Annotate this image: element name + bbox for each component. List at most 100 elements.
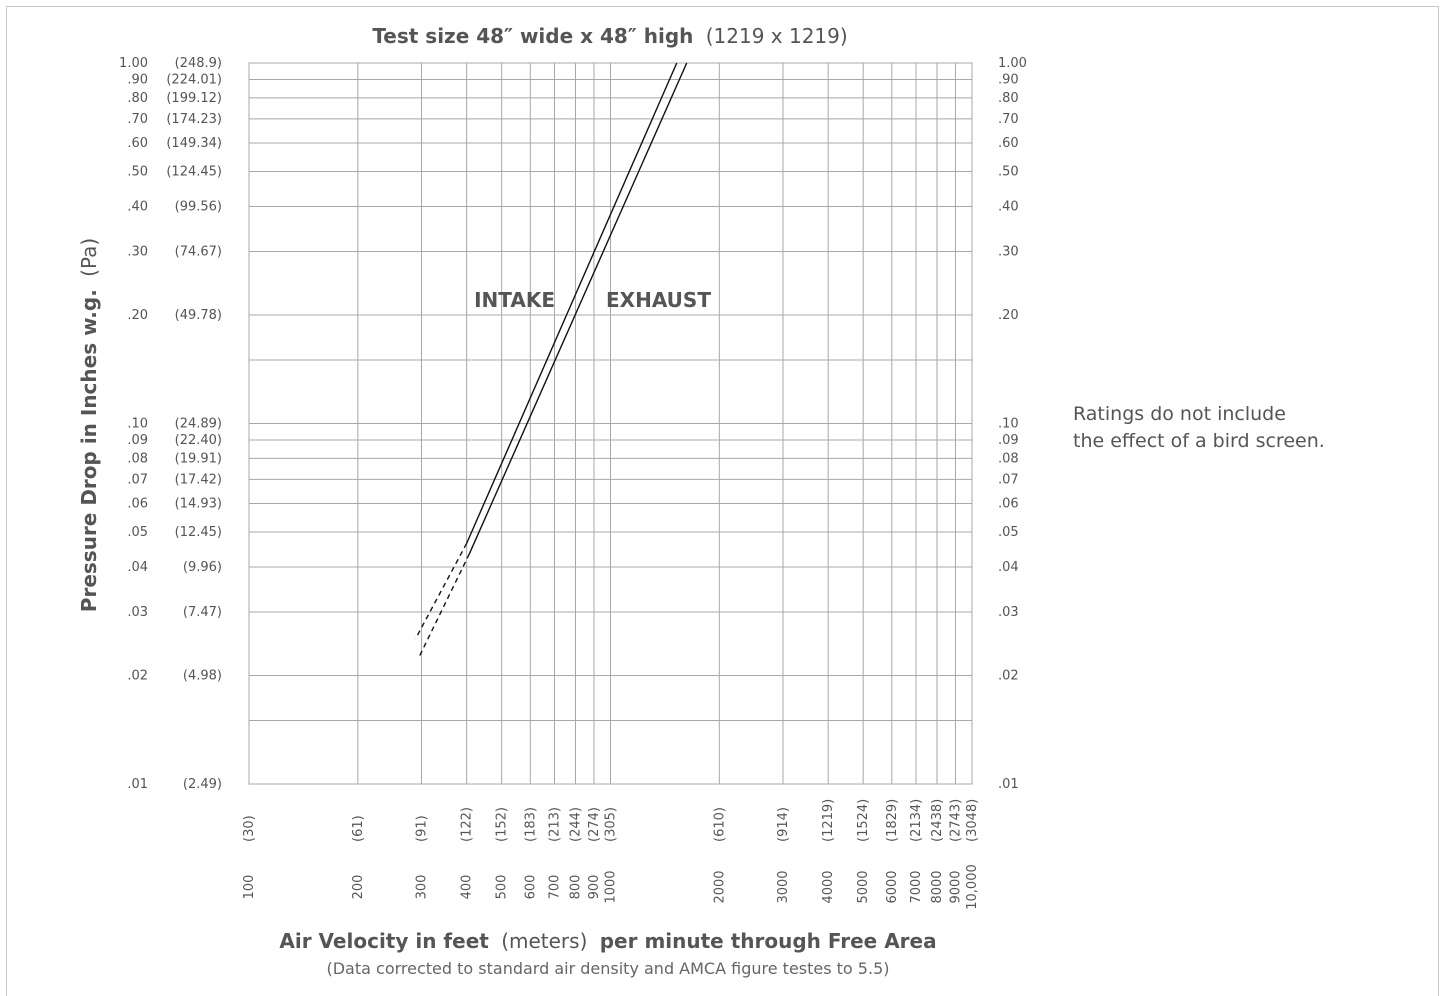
x-tick-label-metric: (305)	[604, 807, 619, 842]
exhaust-line-extrapolated	[418, 553, 470, 657]
x-tick-label-metric: (30)	[242, 815, 257, 842]
y-tick-label-metric: (24.89)	[175, 417, 222, 432]
x-tick-label: 5000	[856, 870, 871, 903]
y-tick-label-left: .80	[127, 91, 148, 106]
y-tick-label-metric: (12.45)	[175, 525, 222, 540]
y-tick-labels: 1.00 (248.9) 1.00.90 (224.01) .90.80 (199.12)…	[119, 56, 1027, 792]
grid	[248, 62, 973, 785]
y-tick-label-right: .80	[998, 91, 1019, 106]
y-tick-label-left: .30	[127, 244, 148, 259]
x-tick-label-metric: (122)	[460, 807, 475, 842]
y-tick-label-left: .01	[127, 777, 148, 792]
y-tick-label-right: .02	[998, 668, 1019, 683]
x-axis-label-part1: Air Velocity in feet	[279, 929, 489, 953]
intake-line-extrapolated	[414, 543, 468, 640]
y-tick-label-right: .06	[998, 496, 1019, 511]
y-tick-label-metric: (248.9)	[175, 56, 222, 71]
y-tick-label-right: .70	[998, 112, 1019, 127]
y-axis-label-main: Pressure Drop in Inches w.g.	[77, 289, 101, 612]
x-tick-label: 600	[523, 875, 538, 900]
x-tick-label-metric: (2134)	[909, 799, 924, 842]
x-tick-label-metric: (610)	[712, 807, 727, 842]
y-tick-label-right: .09	[998, 433, 1019, 448]
y-tick-label-right: .05	[998, 525, 1019, 540]
y-tick-label-right: .90	[998, 72, 1019, 87]
y-tick-label-left: 1.00	[119, 56, 148, 71]
y-tick-label-metric: (14.93)	[175, 496, 222, 511]
y-tick-label-right: .08	[998, 451, 1019, 466]
x-tick-label: 3000	[776, 870, 791, 903]
y-tick-label-left: .04	[127, 560, 148, 575]
chart-title: Test size 48″ wide x 48″ high (1219 x 12…	[372, 24, 847, 48]
x-tick-label: 500	[495, 875, 510, 900]
y-tick-label-left: .06	[127, 496, 148, 511]
x-tick-label: 4000	[821, 870, 836, 903]
y-tick-label-left: .40	[127, 199, 148, 214]
series-lines: INTAKE EXHAUST	[414, 62, 711, 657]
chart-note-line-1: Ratings do not include	[1073, 403, 1286, 425]
x-tick-labels: (30) 100 (61) 200 (91) 300 (122) 400 (152) 500 (18…	[242, 799, 980, 910]
x-tick-label-metric: (1829)	[885, 799, 900, 842]
x-axis-label-part3: per minute through Free Area	[600, 929, 937, 953]
y-tick-label-right: .01	[998, 777, 1019, 792]
x-tick-label: 700	[548, 875, 563, 900]
y-tick-label-left: .20	[127, 308, 148, 323]
y-tick-label-left: .09	[127, 433, 148, 448]
y-tick-label-right: .04	[998, 560, 1019, 575]
y-tick-label-metric: (17.42)	[175, 472, 222, 487]
y-tick-label-left: .02	[127, 668, 148, 683]
y-tick-label-metric: (2.49)	[183, 777, 222, 792]
y-tick-label-left: .70	[127, 112, 148, 127]
x-tick-label: 6000	[885, 870, 900, 903]
x-tick-label-metric: (1219)	[821, 799, 836, 842]
y-tick-label-right: .30	[998, 244, 1019, 259]
x-tick-label-metric: (2743)	[948, 799, 963, 842]
intake-line	[466, 62, 678, 544]
y-tick-label-left: .08	[127, 451, 148, 466]
x-axis-label: Air Velocity in feet (meters) per minute…	[279, 929, 936, 953]
x-tick-label-metric: (91)	[414, 815, 429, 842]
x-tick-label: 100	[242, 875, 257, 900]
y-tick-label-right: .60	[998, 136, 1019, 151]
y-tick-label-metric: (19.91)	[175, 451, 222, 466]
y-tick-label-metric: (7.47)	[183, 605, 222, 620]
x-tick-label: 9000	[948, 870, 963, 903]
y-tick-label-right: .10	[998, 417, 1019, 432]
y-tick-label-metric: (99.56)	[175, 199, 222, 214]
x-tick-label: 300	[414, 875, 429, 900]
y-tick-label-right: 1.00	[998, 56, 1027, 71]
x-tick-label-metric: (61)	[351, 815, 366, 842]
y-tick-label-left: .03	[127, 605, 148, 620]
y-tick-label-left: .60	[127, 136, 148, 151]
chart-note: Ratings do not include the effect of a b…	[1073, 403, 1325, 452]
y-axis-label: Pressure Drop in Inches w.g. (Pa)	[77, 238, 101, 612]
x-tick-label-metric: (2438)	[930, 799, 945, 842]
y-tick-label-metric: (149.34)	[166, 136, 222, 151]
y-tick-label-metric: (74.67)	[175, 244, 222, 259]
y-tick-label-left: .07	[127, 472, 148, 487]
y-tick-label-right: .50	[998, 165, 1019, 180]
x-tick-label-metric: (213)	[548, 807, 563, 842]
y-tick-label-metric: (9.96)	[183, 560, 222, 575]
y-tick-label-right: .07	[998, 472, 1019, 487]
x-tick-label-metric: (914)	[776, 807, 791, 842]
y-tick-label-metric: (4.98)	[183, 668, 222, 683]
x-axis-label-part2: (meters)	[501, 929, 587, 953]
x-tick-label-metric: (274)	[587, 807, 602, 842]
chart-subtitle: (Data corrected to standard air density …	[326, 959, 889, 978]
chart-frame	[6, 6, 1439, 996]
y-tick-label-metric: (199.12)	[166, 91, 222, 106]
x-tick-label: 10,000	[965, 864, 980, 910]
x-tick-label: 900	[587, 875, 602, 900]
y-tick-label-right: .03	[998, 605, 1019, 620]
x-tick-label: 800	[568, 875, 583, 900]
chart-title-metric: (1219 x 1219)	[706, 24, 848, 48]
y-tick-label-left: .10	[127, 417, 148, 432]
y-tick-label-left: .90	[127, 72, 148, 87]
y-tick-label-metric: (174.23)	[166, 112, 222, 127]
y-tick-label-metric: (22.40)	[175, 433, 222, 448]
x-tick-label: 8000	[930, 870, 945, 903]
x-tick-label-metric: (1524)	[856, 799, 871, 842]
y-tick-label-metric: (49.78)	[175, 308, 222, 323]
